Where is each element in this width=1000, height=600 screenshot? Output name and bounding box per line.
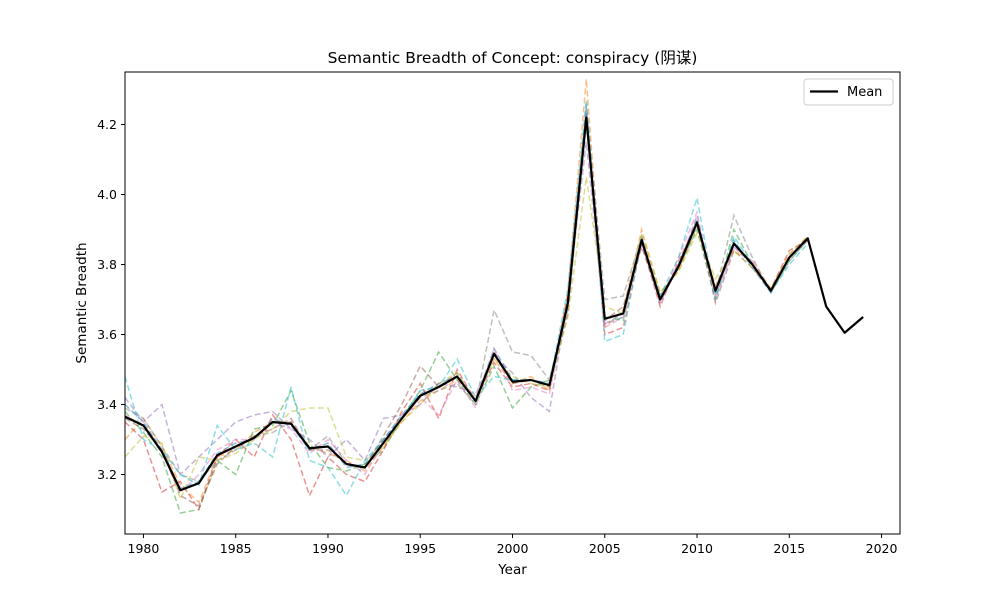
legend-label-mean: Mean (847, 85, 882, 100)
y-tick-label-4: 4.0 (97, 187, 117, 202)
x-tick-label-2010: 2010 (681, 541, 713, 556)
legend-box (803, 78, 894, 106)
x-axis-title: Year (497, 562, 527, 578)
x-tick-label-2020: 2020 (866, 541, 898, 556)
y-tick-label-2: 3.6 (97, 327, 117, 342)
y-tick-label-3: 3.8 (97, 257, 117, 272)
y-tick-label-5: 4.2 (97, 117, 117, 132)
mean-series-line (125, 116, 864, 492)
x-tick-label-1995: 1995 (404, 541, 436, 556)
y-tick-label-1: 3.4 (97, 397, 117, 412)
x-tick-label-1985: 1985 (220, 541, 252, 556)
x-tick-label-2015: 2015 (773, 541, 805, 556)
x-tick-label-1980: 1980 (128, 541, 160, 556)
x-tick-label-2005: 2005 (589, 541, 621, 556)
legend: Mean (803, 78, 894, 106)
chart-title: Semantic Breadth of Concept: conspiracy … (328, 49, 698, 67)
individual-series-line-8 (125, 103, 809, 483)
y-tick-label-0: 3.2 (97, 467, 117, 482)
x-tick-label-2000: 2000 (497, 541, 529, 556)
x-tick-label-1990: 1990 (312, 541, 344, 556)
individual-series-line-3 (125, 124, 809, 514)
individual-series-line-5 (125, 141, 809, 476)
individual-series-line-10 (125, 99, 809, 497)
y-axis-title: Semantic Breadth (74, 242, 90, 363)
